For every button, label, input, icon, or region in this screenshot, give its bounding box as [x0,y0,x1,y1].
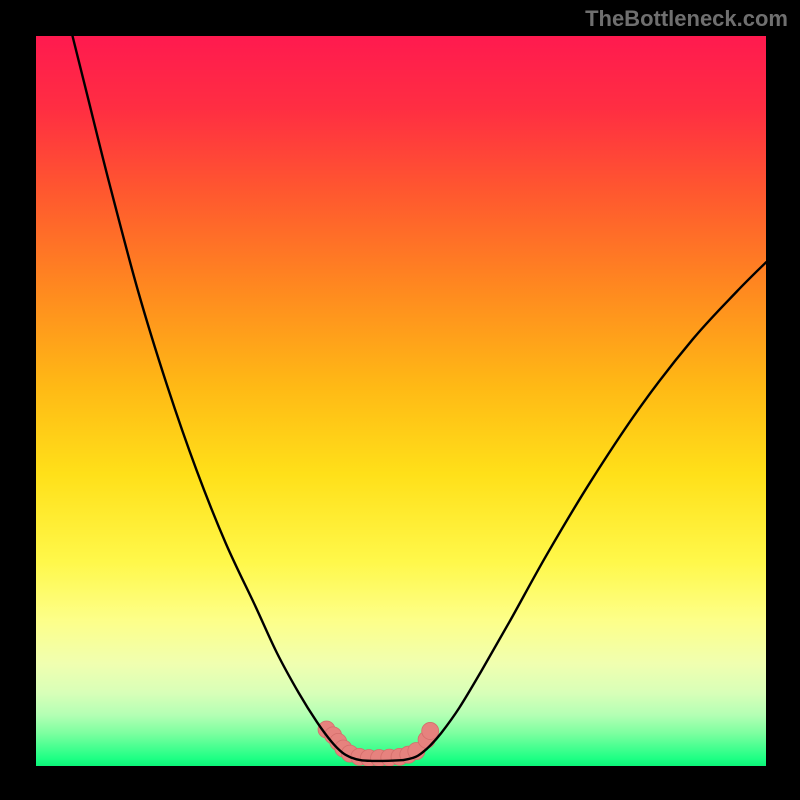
watermark-text: TheBottleneck.com [585,6,788,32]
bottleneck-curve-chart [36,36,766,766]
plot-background [36,36,766,766]
chart-stage: TheBottleneck.com [0,0,800,800]
curve-marker [422,722,439,739]
